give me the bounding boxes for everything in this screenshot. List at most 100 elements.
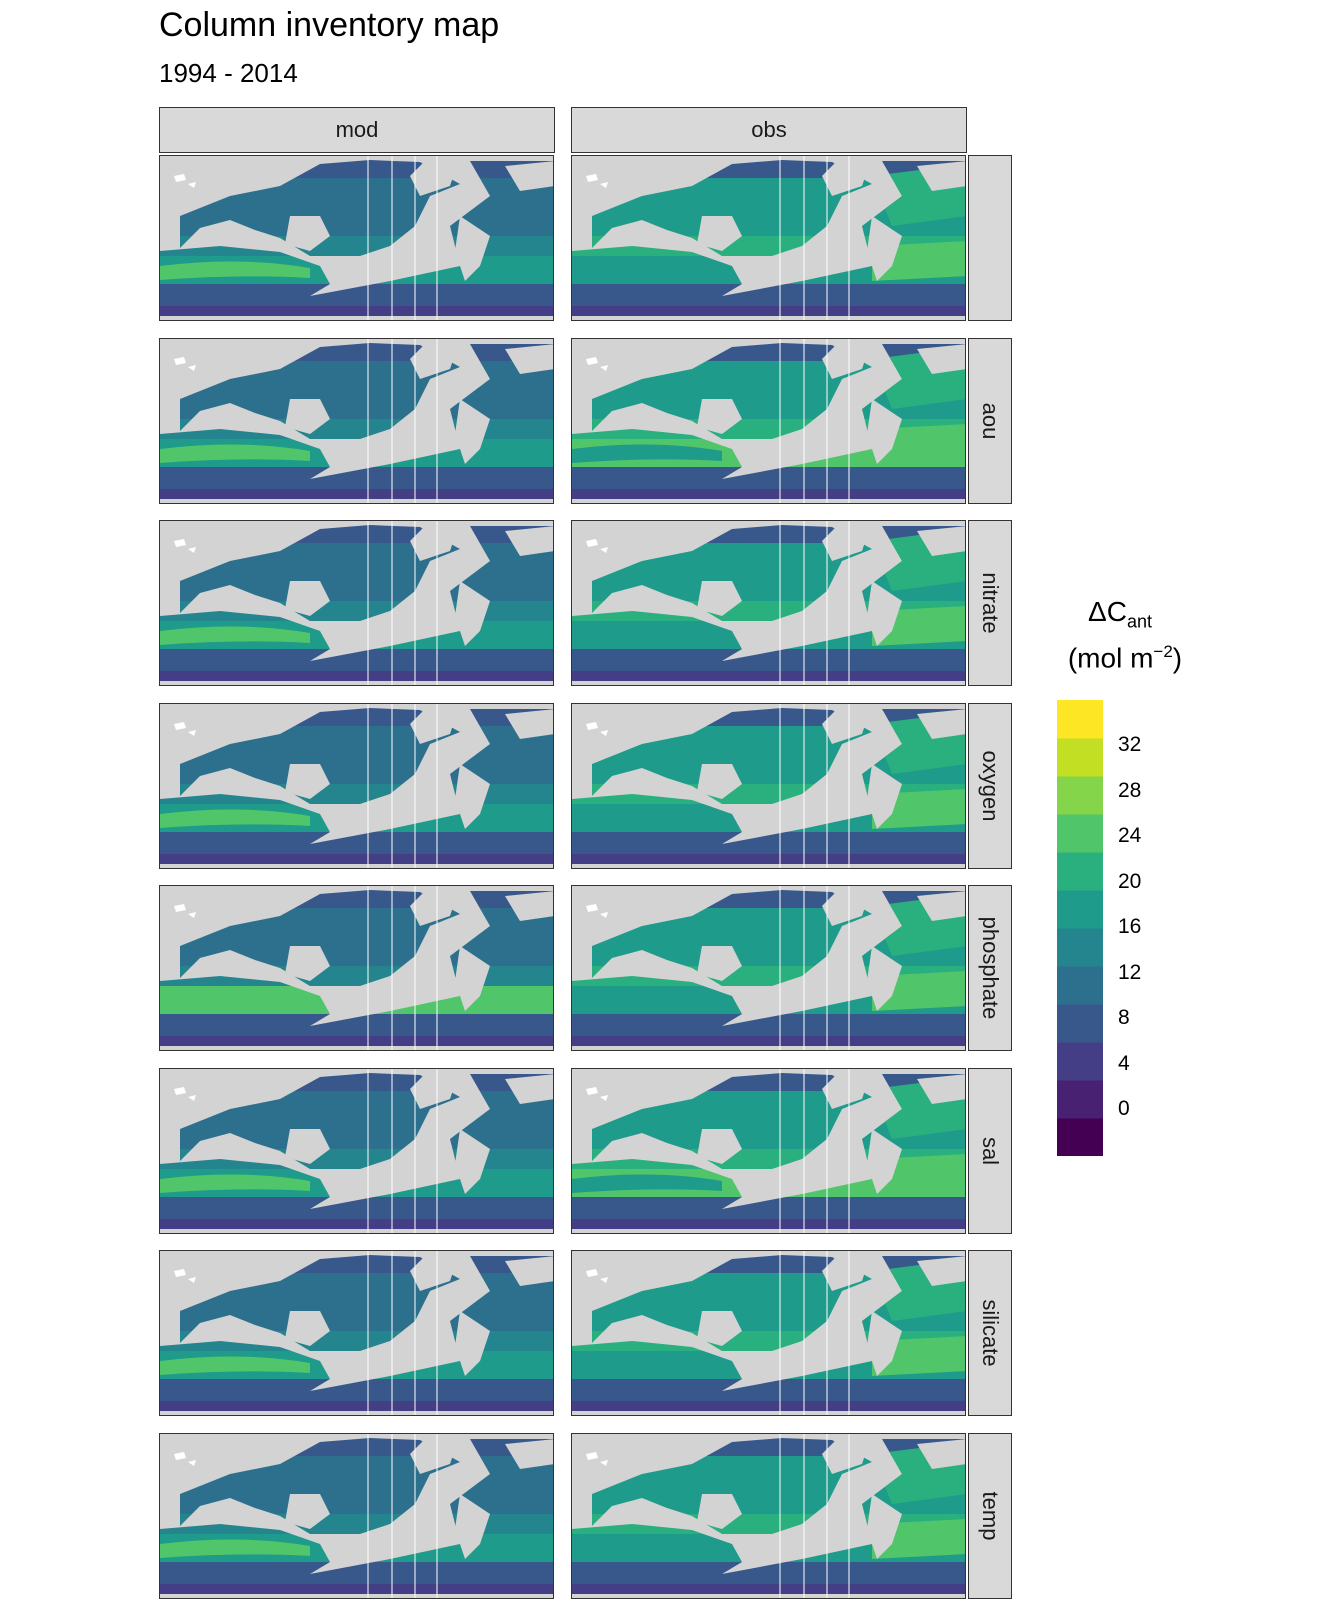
legend-color-step: [1057, 966, 1103, 1005]
row-strip-temp: temp: [968, 1432, 1012, 1599]
ocean-band: [572, 1379, 965, 1401]
continent: [285, 1493, 330, 1529]
map-panel-obs-silicate: [571, 1250, 966, 1416]
continent: [505, 891, 553, 921]
continent: [822, 521, 872, 561]
continent: [572, 1068, 602, 1129]
legend-tick-label: 28: [1118, 778, 1142, 802]
high-inventory-band: [160, 443, 310, 463]
continent: [505, 161, 553, 191]
continent: [160, 521, 190, 581]
legend-tick-label: 32: [1118, 733, 1142, 756]
row-strip-nitrate: nitrate: [968, 520, 1012, 686]
continent: [822, 338, 872, 379]
map-panel-mod-oxygen: [159, 702, 554, 869]
continent: [410, 1433, 460, 1474]
ocean-band: [160, 1401, 553, 1411]
high-inventory-band: [160, 808, 310, 828]
ocean-band: [160, 1196, 553, 1219]
continent: [867, 581, 902, 646]
map-panel-mod-default: [159, 155, 554, 321]
continent: [410, 886, 460, 926]
continent: [160, 338, 190, 399]
continent: [917, 708, 965, 739]
continent: [285, 946, 330, 981]
data-artifact: [174, 1451, 196, 1466]
continent: [455, 1128, 490, 1194]
continent: [455, 581, 490, 646]
continent: [455, 763, 490, 829]
continent: [285, 763, 330, 799]
data-artifact: [174, 1269, 196, 1283]
legend-tick-label: 12: [1118, 960, 1142, 984]
continent: [697, 1311, 742, 1346]
map-panel-obs-temp: [571, 1432, 966, 1599]
continent: [917, 343, 965, 374]
legend-tick-label: 16: [1118, 915, 1142, 938]
continent: [455, 1493, 490, 1559]
map-panel-obs-aou: [571, 337, 966, 504]
high-inventory-band: [572, 1356, 722, 1375]
row-strip-aou: aou: [968, 337, 1012, 504]
continent: [160, 1068, 190, 1129]
continent: [160, 156, 190, 216]
data-artifact: [174, 174, 196, 188]
ocean-band: [160, 853, 553, 864]
continent: [572, 1251, 602, 1311]
legend-tick-label: 20: [1118, 869, 1142, 893]
ocean-band: [160, 488, 553, 499]
row-strip-label: sal: [978, 1136, 1003, 1165]
continent: [505, 1073, 553, 1104]
data-artifact: [586, 1451, 608, 1466]
high-inventory-band: [160, 991, 310, 1010]
ocean-band: [160, 306, 553, 316]
continent: [697, 216, 742, 251]
high-inventory-band: [572, 1538, 722, 1558]
legend-title: ΔCant: [1088, 596, 1152, 632]
continent: [867, 1311, 902, 1376]
data-artifact: [586, 539, 608, 553]
data-artifact: [586, 1269, 608, 1283]
map-panel-mod-nitrate: [159, 520, 554, 686]
page-title: Column inventory map: [159, 6, 500, 44]
continent: [572, 156, 602, 216]
continent: [455, 398, 490, 464]
continent: [410, 1068, 460, 1109]
ocean-band: [572, 671, 965, 681]
continent: [285, 1311, 330, 1346]
data-artifact: [174, 904, 196, 918]
data-artifact: [174, 356, 196, 371]
continent: [867, 216, 902, 281]
continent: [455, 946, 490, 1011]
high-inventory-band: [160, 626, 310, 645]
ocean-band: [160, 1583, 553, 1594]
continent: [160, 886, 190, 946]
ocean-band: [160, 1014, 553, 1036]
continent: [822, 703, 872, 744]
page-subtitle: 1994 - 2014: [159, 58, 298, 88]
row-strip-oxygen: oxygen: [968, 702, 1012, 869]
continent: [572, 521, 602, 581]
row-strip-label: aou: [978, 402, 1003, 439]
ocean-band: [572, 1036, 965, 1046]
continent: [160, 703, 190, 764]
legend-color-step: [1057, 814, 1103, 853]
map-panel-obs-sal: [571, 1067, 966, 1234]
high-inventory-band: [572, 261, 722, 280]
continent: [572, 338, 602, 399]
legend-color-step: [1057, 1080, 1103, 1119]
continent: [505, 1256, 553, 1286]
legend-tick-label: 24: [1118, 824, 1142, 847]
ocean-band: [572, 1218, 965, 1229]
row-strip-label: phosphate: [978, 916, 1003, 1020]
continent: [455, 216, 490, 281]
continent: [867, 1493, 902, 1559]
continent: [697, 946, 742, 981]
data-artifact: [174, 721, 196, 736]
continent: [285, 581, 330, 616]
row-strip-default: [968, 155, 1012, 321]
ocean-band: [572, 853, 965, 864]
continent: [285, 1128, 330, 1164]
continent: [572, 703, 602, 764]
column-strip-obs: obs: [571, 107, 967, 153]
